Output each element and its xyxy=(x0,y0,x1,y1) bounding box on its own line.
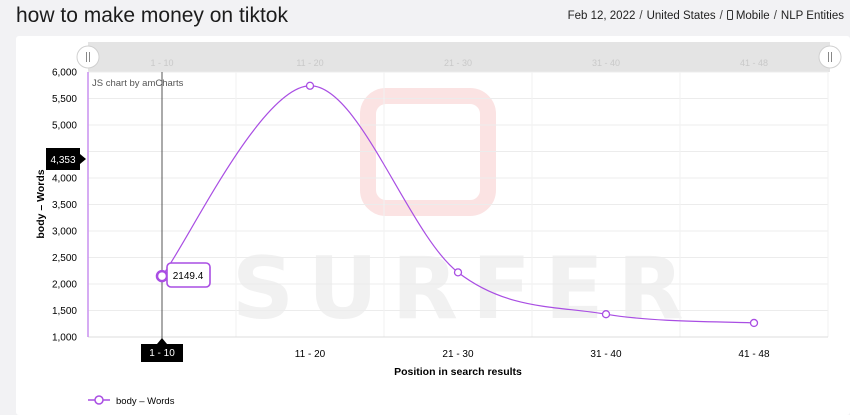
x-axis-title: Position in search results xyxy=(394,366,522,378)
cursor-x-label: 1 - 10 xyxy=(149,348,175,359)
scrollbar-category-label: 31 - 40 xyxy=(592,58,620,68)
scrollbar-category-label: 41 - 48 xyxy=(740,58,768,68)
scrollbar-right-grip[interactable] xyxy=(818,45,842,69)
y-tick-label: 1,500 xyxy=(52,306,77,317)
amcharts-credit[interactable]: JS chart by amCharts xyxy=(92,78,184,89)
y-tick-label: 4,000 xyxy=(52,174,77,185)
y-tick-label: 3,000 xyxy=(52,227,77,238)
meta-country: United States xyxy=(646,10,716,22)
x-tick-label: 21 - 30 xyxy=(442,349,474,360)
data-point[interactable] xyxy=(749,318,759,328)
data-point[interactable] xyxy=(305,81,315,90)
scrollbar-track[interactable] xyxy=(88,42,830,72)
cursor-y-tooltip: 4,353 xyxy=(46,148,86,170)
meta-device: Mobile xyxy=(735,10,770,22)
scrollbar-category-label: 1 - 10 xyxy=(150,58,173,68)
chart-legend[interactable]: body – Words xyxy=(88,395,175,407)
series-line xyxy=(161,85,755,324)
y-tick-label: 3,500 xyxy=(52,200,77,211)
page-header: how to make money on tiktok Feb 12, 2022… xyxy=(0,0,850,34)
x-tick-label: 31 - 40 xyxy=(590,349,622,360)
data-point[interactable] xyxy=(601,310,611,319)
legend-marker-dot xyxy=(94,395,104,405)
search-meta: Feb 12, 2022/United States / Mobile / NLP En… xyxy=(568,10,844,22)
y-tick-label: 1,000 xyxy=(52,333,77,344)
y-axis-title: body – Words xyxy=(35,169,47,238)
data-point[interactable] xyxy=(453,268,463,277)
y-tick-label: 6,000 xyxy=(52,68,77,79)
legend-label[interactable]: body – Words xyxy=(116,396,175,407)
meta-separator: / xyxy=(719,10,723,22)
y-tick-label: 2,500 xyxy=(52,253,77,264)
meta-separator: / xyxy=(773,10,777,22)
watermark-text: SURFER xyxy=(232,239,698,339)
meta-date: Feb 12, 2022 xyxy=(567,10,636,22)
surfer-watermark: SURFER xyxy=(232,88,698,339)
scrollbar-left-grip[interactable] xyxy=(76,45,100,69)
scrollbar-category-label: 21 - 30 xyxy=(444,58,472,68)
x-tick-label: 11 - 20 xyxy=(295,349,326,360)
value-tooltip: 2149.4 xyxy=(166,262,211,288)
scrollbar-category-label: 11 - 20 xyxy=(296,58,323,68)
cursor-x-tooltip: 1 - 10 xyxy=(141,338,183,362)
tooltip-value: 2149.4 xyxy=(173,271,204,282)
meta-separator: / xyxy=(639,10,643,22)
meta-mode: NLP Entities xyxy=(780,10,844,22)
y-tick-label: 2,000 xyxy=(52,280,77,291)
y-tick-label: 5,000 xyxy=(52,121,77,132)
cursor-y-label: 4,353 xyxy=(50,155,75,166)
x-tick-label: 41 - 48 xyxy=(738,349,770,360)
data-point[interactable] xyxy=(155,269,169,283)
y-tick-label: 5,500 xyxy=(52,94,77,105)
phone-icon xyxy=(726,10,733,20)
chart-scrollbar[interactable]: 1 - 10 11 - 20 21 - 30 31 - 40 41 - 48 xyxy=(76,42,842,72)
page-title: how to make money on tiktok xyxy=(16,4,288,27)
